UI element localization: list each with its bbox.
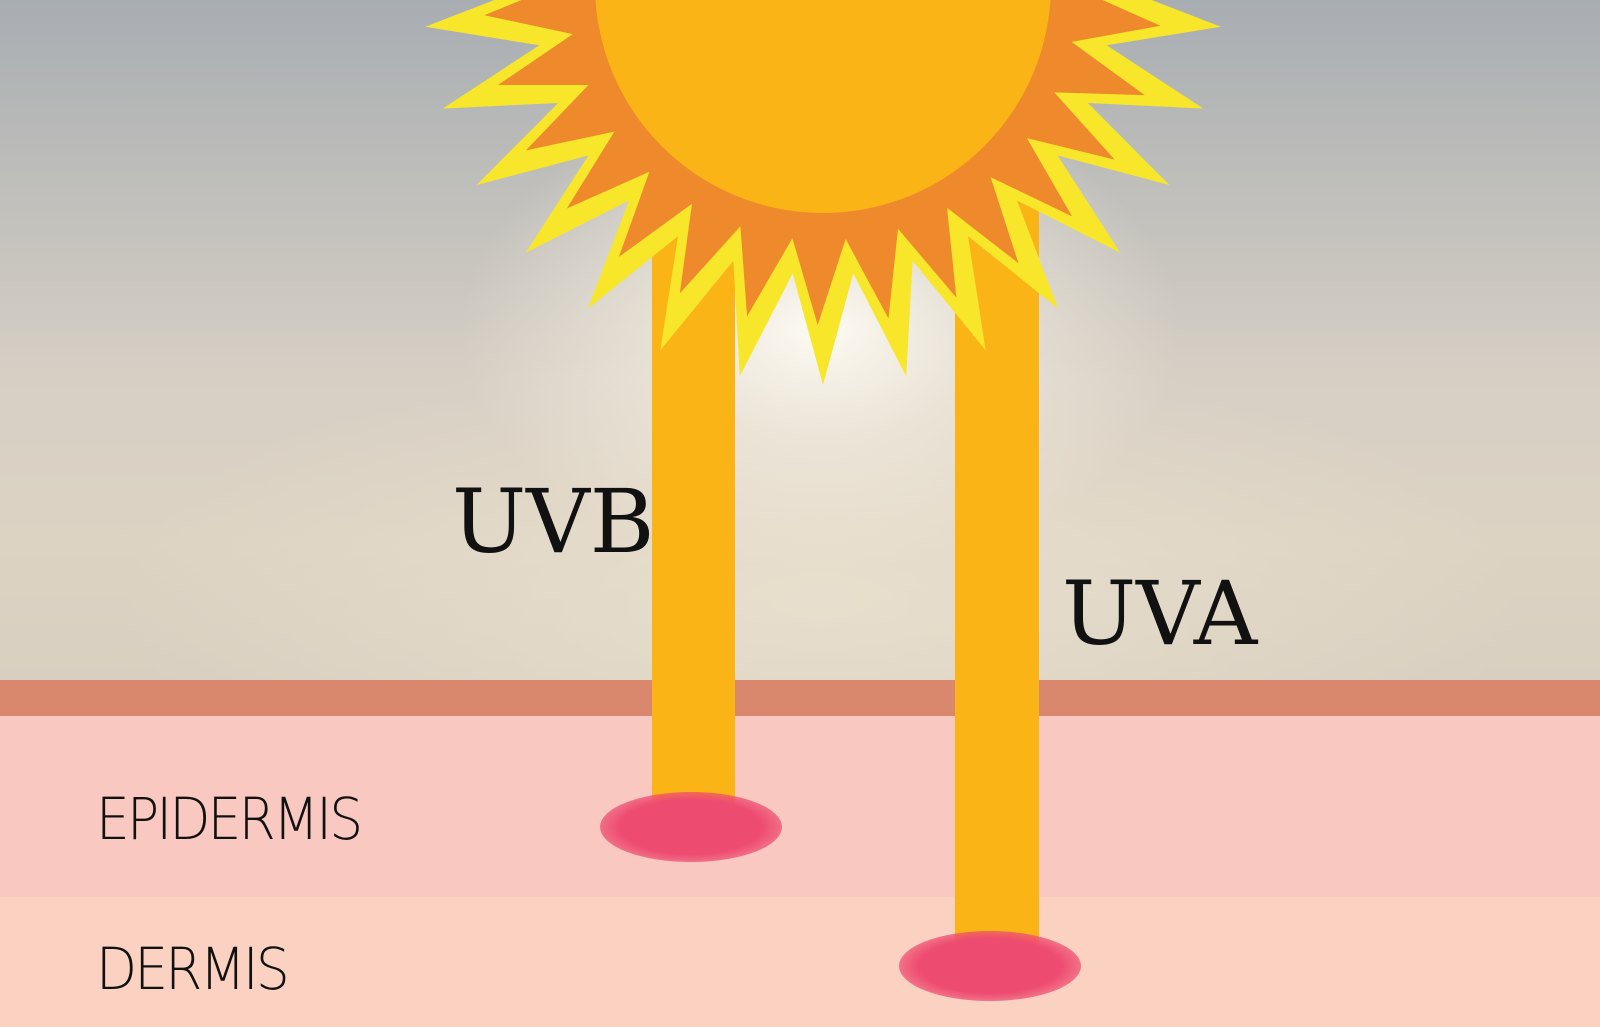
sun-core bbox=[595, 0, 1051, 213]
dermis-layer bbox=[0, 897, 1600, 1027]
uvb-label: UVB bbox=[452, 470, 655, 573]
skin-surface-layer bbox=[0, 680, 1600, 716]
epidermis-layer bbox=[0, 716, 1600, 897]
uvb-absorption-spot bbox=[600, 792, 782, 862]
epidermis-label: EPIDERMIS bbox=[96, 785, 363, 853]
uva-absorption-spot bbox=[899, 931, 1081, 1001]
dermis-label: DERMIS bbox=[96, 935, 290, 1003]
uva-label: UVA bbox=[1062, 562, 1258, 665]
